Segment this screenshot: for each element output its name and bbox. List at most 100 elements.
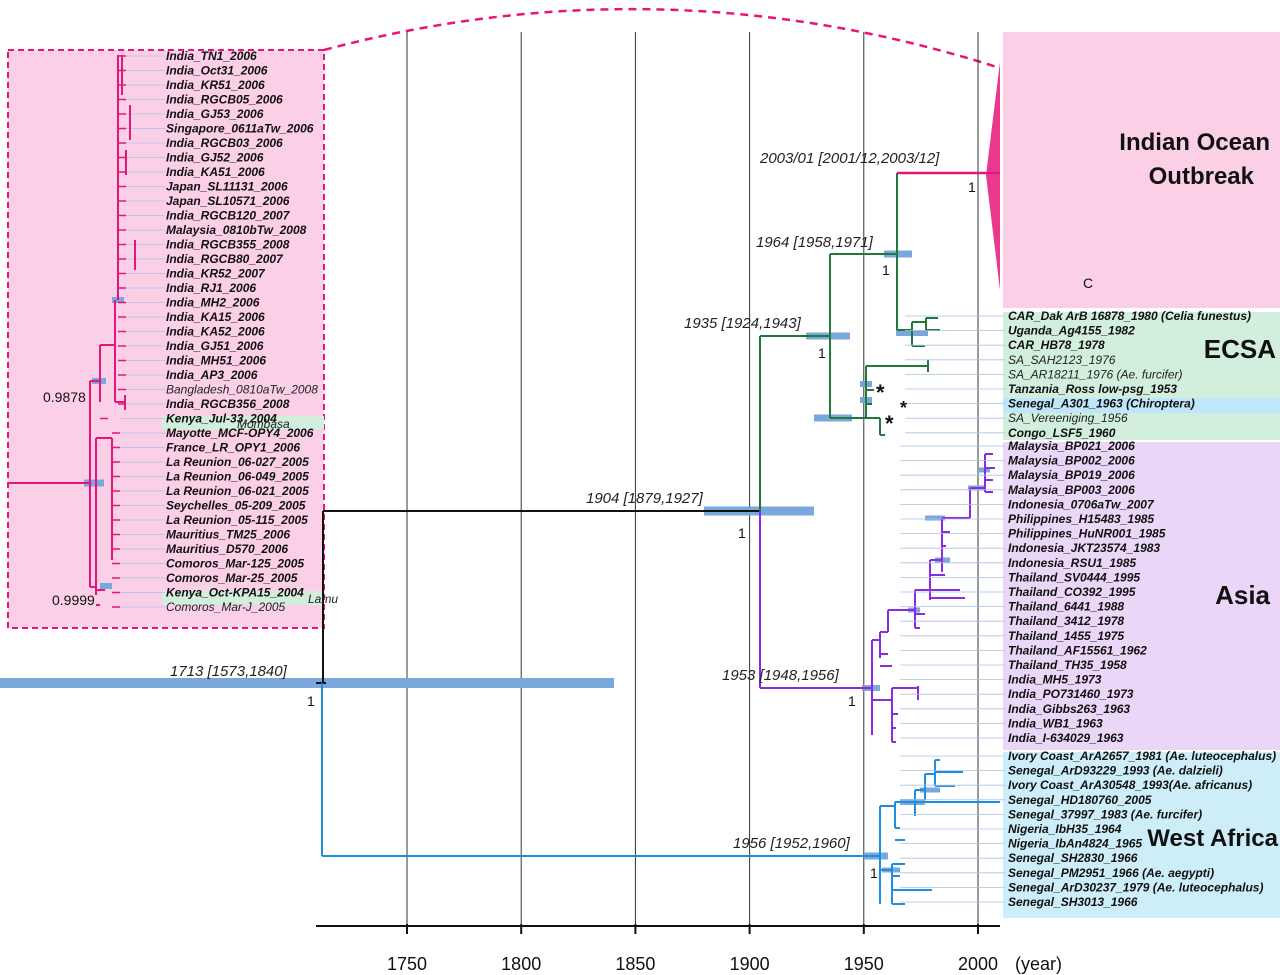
taxon-label: Senegal_37997_1983 (Ae. furcifer) <box>1008 807 1202 821</box>
inset-taxon-label: India_TN1_2006 <box>166 49 257 63</box>
inset-taxon-label: Kenya_Jul-33_2004 <box>166 412 277 426</box>
taxon-label: Senegal_ArD30237_1979 (Ae. luteocephalus… <box>1008 880 1263 894</box>
taxon-label: SA_AR18211_1976 (Ae. furcifer) <box>1008 367 1183 381</box>
region-asia <box>1003 442 1280 750</box>
inset-taxon-label: Comoros_Mar-25_2005 <box>166 571 298 585</box>
taxon-label: Senegal_PM2951_1966 (Ae. aegypti) <box>1008 866 1214 880</box>
node-label-2003: 2003/01 [2001/12,2003/12] <box>759 150 940 167</box>
taxon-label: Nigeria_IbAn4824_1965 <box>1008 837 1142 851</box>
inset-taxon-label: France_LR_OPY1_2006 <box>166 441 300 455</box>
taxon-label: Malaysia_BP003_2006 <box>1008 483 1135 497</box>
inset-box <box>7 49 325 629</box>
support-1964: 1 <box>882 262 890 278</box>
taxon-label: India_PO731460_1973 <box>1008 687 1134 701</box>
support-inset-top: 0.9878 <box>43 389 86 405</box>
axis-tick-label: 1850 <box>615 954 655 974</box>
taxon-label: Thailand_SV0444_1995 <box>1008 570 1140 584</box>
inset-taxon-label: La Reunion_05-115_2005 <box>166 513 308 527</box>
inset-taxon-label: India_KR52_2007 <box>166 267 266 281</box>
taxon-label: Indonesia_RSU1_1985 <box>1008 556 1136 570</box>
inset-taxon-label: Malaysia_0810bTw_2008 <box>166 223 307 237</box>
inset-taxon-label: India_KA51_2006 <box>166 165 265 179</box>
inset-taxon-label: Seychelles_05-209_2005 <box>166 499 306 513</box>
inset-taxon-label: Mauritius_D570_2006 <box>166 542 288 556</box>
taxon-label: Senegal_SH3013_1966 <box>1008 895 1138 909</box>
inset-taxon-label: India_RGCB120_2007 <box>166 209 291 223</box>
region-label-ecsa: ECSA <box>1204 334 1276 364</box>
inset-taxon-label: Bangladesh_0810aTw_2008 <box>166 383 318 397</box>
taxon-label: SA_Vereeniging_1956 <box>1008 411 1128 425</box>
region-label-west-africa: West Africa <box>1147 825 1278 852</box>
taxon-label: Philippines_HuNR001_1985 <box>1008 527 1166 541</box>
inset-taxon-label: Mauritius_TM25_2006 <box>166 528 290 542</box>
support-1956: 1 <box>870 865 878 881</box>
taxon-label: Thailand_3412_1978 <box>1008 614 1124 628</box>
node-label-1956: 1956 [1952,1960] <box>733 835 851 852</box>
taxon-label: Malaysia_BP019_2006 <box>1008 468 1135 482</box>
taxon-label: Nigeria_IbH35_1964 <box>1008 822 1122 836</box>
zoom-connector <box>323 7 1001 70</box>
inset-taxon-label: India_RGCB03_2006 <box>166 136 283 150</box>
node-label-root: 1713 [1573,1840] <box>170 663 288 680</box>
inset-taxon-label: La Reunion_06-027_2005 <box>166 455 309 469</box>
taxon-label: Ivory Coast_ArA30548_1993(Ae. africanus) <box>1008 778 1252 792</box>
collapsed-clade-triangle <box>986 62 1000 290</box>
taxon-label: India_WB1_1963 <box>1008 716 1103 730</box>
taxon-label: India_MH5_1973 <box>1008 673 1102 687</box>
asterisk-mark: * <box>885 411 894 436</box>
inset-taxon-label: India_MH51_2006 <box>166 354 266 368</box>
taxon-label: Thailand_AF15561_1962 <box>1008 643 1147 657</box>
node-label-1904: 1904 [1879,1927] <box>586 490 704 507</box>
support-1904: 1 <box>738 525 746 541</box>
taxon-label: India_I-634029_1963 <box>1008 731 1124 745</box>
ci-bar <box>84 479 104 487</box>
taxon-label: Indonesia_JKT23574_1983 <box>1008 541 1160 555</box>
taxon-label: Senegal_A301_1963 (Chiroptera) <box>1008 397 1195 411</box>
region-label-outbreak: Outbreak <box>1149 163 1255 190</box>
inset-taxon-label: Singapore_0611aTw_2006 <box>166 122 314 136</box>
axis-tick-label: 1900 <box>730 954 770 974</box>
inset-taxon-label: Comoros_Mar-J_2005 <box>166 600 285 614</box>
taxon-label: Malaysia_BP002_2006 <box>1008 454 1135 468</box>
taxon-label: Congo_LSF5_1960 <box>1008 426 1116 440</box>
inset-taxon-label: India_GJ53_2006 <box>166 107 264 121</box>
inset-taxon-label: La Reunion_06-021_2005 <box>166 484 309 498</box>
region-label-asia: Asia <box>1215 580 1270 610</box>
taxon-label: Senegal_SH2830_1966 <box>1008 851 1138 865</box>
node-label-1953: 1953 [1948,1956] <box>722 667 840 684</box>
inset-taxon-label: India_RGCB356_2008 <box>166 397 290 411</box>
region-west-africa <box>1003 752 1280 918</box>
inset-taxon-label: India_RGCB355_2008 <box>166 238 290 252</box>
inset-taxon-label: Japan_SL11131_2006 <box>166 180 288 194</box>
inset-taxon-label: India_KR51_2006 <box>166 78 265 92</box>
taxon-label: Thailand_CO392_1995 <box>1008 585 1136 599</box>
inset-taxon-label: India_RJ1_2006 <box>166 281 256 295</box>
taxon-label: Philippines_H15483_1985 <box>1008 512 1154 526</box>
root-ci-bar <box>0 678 614 688</box>
highlight-kenya-lamu <box>162 591 324 605</box>
inset-taxon-label: India_MH2_2006 <box>166 296 260 310</box>
node-label-1964: 1964 [1958,1971] <box>756 234 874 251</box>
ci-bar <box>920 787 940 793</box>
inset-taxon-label: India_AP3_2006 <box>166 368 258 382</box>
asterisk-mark: * <box>876 380 885 405</box>
support-2003: 1 <box>968 179 976 195</box>
taxon-label: SA_SAH2123_1976 <box>1008 353 1116 367</box>
axis-unit-label: (year) <box>1015 954 1062 974</box>
region-ecsa <box>1003 312 1280 440</box>
taxon-label: Malaysia_BP021_2006 <box>1008 439 1135 453</box>
inset-taxon-label: La Reunion_06-049_2005 <box>166 470 309 484</box>
inset-taxon-label: India_KA15_2006 <box>166 310 265 324</box>
highlight-senegal <box>1003 398 1280 413</box>
ci-bar <box>925 515 945 521</box>
region-label-c: C <box>1083 275 1093 291</box>
place-label-lamu: Lamu <box>308 592 338 606</box>
taxon-label: Thailand_6441_1988 <box>1008 600 1124 614</box>
taxon-label: Uganda_Ag4155_1982 <box>1008 324 1135 338</box>
taxon-label: CAR_HB78_1978 <box>1008 338 1105 352</box>
axis-tick-label: 1950 <box>844 954 884 974</box>
axis-tick-label: 1800 <box>501 954 541 974</box>
inset-taxon-label: India_KA52_2006 <box>166 325 265 339</box>
inset-taxon-label: Kenya_Oct-KPA15_2004 <box>166 586 304 600</box>
